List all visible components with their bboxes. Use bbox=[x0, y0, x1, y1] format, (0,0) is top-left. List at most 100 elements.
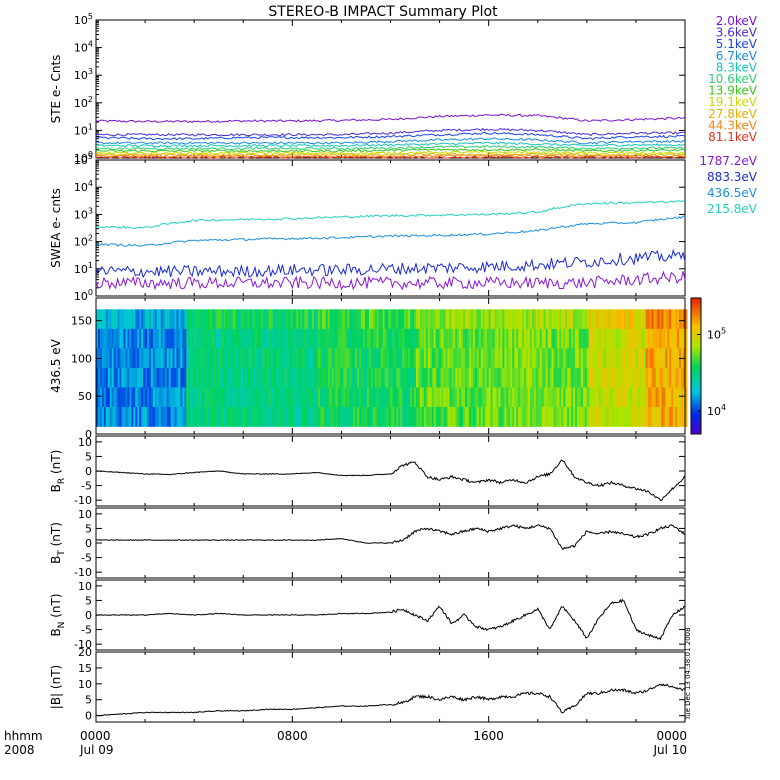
heatmap-cell bbox=[472, 348, 476, 369]
heatmap-cell bbox=[200, 309, 203, 330]
heatmap-cell bbox=[567, 406, 570, 427]
heatmap-cell bbox=[504, 387, 507, 408]
colorbar-step bbox=[691, 375, 701, 378]
heatmap-cell bbox=[272, 367, 276, 388]
heatmap-cell bbox=[288, 367, 291, 388]
heatmap-cell bbox=[663, 348, 666, 369]
heatmap-cell bbox=[386, 367, 389, 388]
heatmap-cell bbox=[414, 406, 417, 427]
heatmap-cell bbox=[435, 309, 439, 330]
heatmap-cell bbox=[364, 348, 368, 369]
heatmap-cell bbox=[659, 328, 662, 349]
heatmap-cell bbox=[512, 309, 515, 330]
heatmap-cell bbox=[533, 348, 537, 369]
y-tick-label: -10 bbox=[74, 638, 92, 651]
heatmap-cell bbox=[649, 387, 653, 408]
heatmap-cell bbox=[205, 387, 209, 408]
heatmap-cell bbox=[225, 406, 228, 427]
heatmap-cell bbox=[633, 309, 637, 330]
y-tick-label: -10 bbox=[74, 494, 92, 507]
heatmap-cell bbox=[441, 328, 444, 349]
heatmap-cell bbox=[541, 309, 545, 330]
heatmap-cell bbox=[298, 328, 301, 349]
heatmap-cell bbox=[569, 367, 572, 388]
heatmap-cell bbox=[661, 309, 664, 330]
heatmap-cell bbox=[582, 348, 586, 369]
heatmap-cell bbox=[531, 367, 535, 388]
heatmap-cell bbox=[152, 387, 156, 408]
heatmap-cell bbox=[488, 387, 492, 408]
heatmap-cell bbox=[325, 367, 329, 388]
heatmap-cell bbox=[133, 309, 136, 330]
heatmap-cell bbox=[361, 328, 364, 349]
heatmap-cell bbox=[135, 406, 138, 427]
heatmap-cell bbox=[256, 328, 260, 349]
heatmap-cell bbox=[575, 309, 578, 330]
colorbar-step bbox=[691, 381, 701, 385]
heatmap-cell bbox=[633, 348, 637, 369]
heatmap-cell bbox=[241, 309, 244, 330]
heatmap-cell bbox=[453, 309, 456, 330]
heatmap-cell bbox=[284, 328, 287, 349]
heatmap-cell bbox=[469, 367, 472, 388]
heatmap-cell bbox=[414, 367, 417, 388]
heatmap-cell bbox=[290, 367, 293, 388]
heatmap-cell bbox=[445, 348, 448, 369]
heatmap-cell bbox=[504, 348, 507, 369]
heatmap-cell bbox=[105, 328, 109, 349]
heatmap-cell bbox=[594, 348, 598, 369]
heatmap-cell bbox=[129, 348, 132, 369]
heatmap-cell bbox=[681, 406, 684, 427]
heatmap-cell bbox=[227, 348, 230, 369]
heatmap-cell bbox=[335, 348, 338, 369]
heatmap-cell bbox=[633, 387, 637, 408]
heatmap-cell bbox=[310, 328, 313, 349]
heatmap-cell bbox=[482, 406, 486, 427]
heatmap-cell bbox=[290, 328, 293, 349]
heatmap-cell bbox=[376, 367, 380, 388]
heatmap-cell bbox=[612, 328, 615, 349]
heatmap-cell bbox=[137, 309, 140, 330]
heatmap-cell bbox=[412, 309, 415, 330]
heatmap-cell bbox=[439, 328, 442, 349]
heatmap-cell bbox=[492, 406, 495, 427]
heatmap-cell bbox=[97, 406, 101, 427]
heatmap-cell bbox=[347, 387, 350, 408]
heatmap-cell bbox=[471, 367, 474, 388]
heatmap-cell bbox=[184, 367, 187, 388]
heatmap-cell bbox=[268, 367, 272, 388]
heatmap-cell bbox=[539, 348, 543, 369]
heatmap-cell bbox=[498, 328, 501, 349]
heatmap-cell bbox=[661, 348, 664, 369]
heatmap-cell bbox=[270, 309, 274, 330]
series-line-ste bbox=[95, 127, 686, 137]
heatmap-cell bbox=[378, 387, 382, 408]
heatmap-cell bbox=[176, 309, 179, 330]
heatmap-cell bbox=[578, 328, 582, 349]
heatmap-cell bbox=[96, 387, 99, 408]
x-tick-label: 0000 bbox=[80, 729, 111, 743]
heatmap-cell bbox=[408, 367, 411, 388]
legend-entry: 44.3keV bbox=[708, 118, 758, 132]
heatmap-cell bbox=[209, 406, 213, 427]
heatmap-cell bbox=[319, 387, 323, 408]
colorbar-step bbox=[691, 393, 701, 396]
heatmap-cell bbox=[294, 387, 297, 408]
legend-entry: 436.5eV bbox=[707, 186, 758, 200]
heatmap-cell bbox=[402, 406, 405, 427]
heatmap-cell bbox=[533, 406, 537, 427]
heatmap-cell bbox=[575, 367, 578, 388]
heatmap-cell bbox=[616, 328, 619, 349]
heatmap-cell bbox=[529, 309, 533, 330]
heatmap-cell bbox=[101, 387, 105, 408]
heatmap-cell bbox=[339, 387, 342, 408]
colorbar-step bbox=[691, 343, 701, 347]
heatmap-cell bbox=[410, 387, 413, 408]
heatmap-cell bbox=[512, 406, 515, 427]
heatmap-cell bbox=[431, 406, 435, 427]
heatmap-cell bbox=[135, 328, 138, 349]
heatmap-cell bbox=[182, 406, 185, 427]
heatmap-cell bbox=[506, 328, 509, 349]
heatmap-cell bbox=[311, 328, 315, 349]
heatmap-cell bbox=[431, 367, 435, 388]
